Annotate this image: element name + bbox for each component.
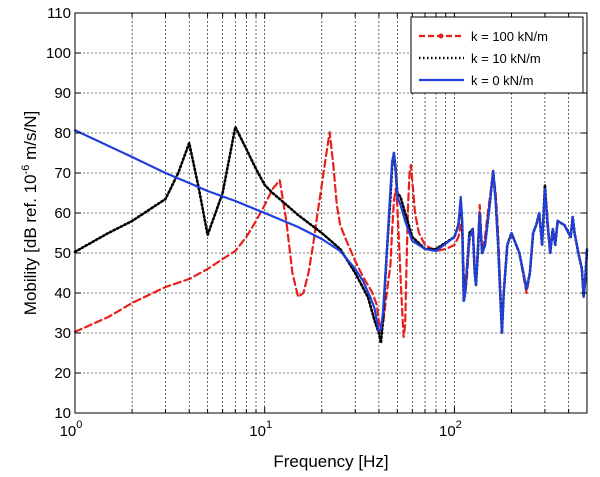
y-tick-label: 100 <box>46 45 71 62</box>
legend-label-k100: k = 100 kN/m <box>471 29 548 44</box>
y-tick-label: 20 <box>54 365 71 382</box>
y-tick-label: 50 <box>54 245 71 262</box>
y-tick-label: 90 <box>54 85 71 102</box>
series-line-2 <box>73 129 589 335</box>
y-tick-label: 70 <box>54 165 71 182</box>
x-axis-label: Frequency [Hz] <box>273 452 388 471</box>
y-tick-label: 30 <box>54 325 71 342</box>
y-tick-label: 10 <box>54 405 71 422</box>
legend: k = 100 kN/m k = 10 kN/m k = 0 kN/m <box>410 16 584 94</box>
y-axis-label: Mobility [dB ref. 10-6 m/s/N] <box>20 111 40 315</box>
data-series <box>73 125 589 345</box>
series-line-0 <box>73 131 589 339</box>
y-tick-label: 60 <box>54 205 71 222</box>
y-tick-label: 110 <box>47 5 71 22</box>
tick-marks <box>75 12 587 414</box>
tick-labels: 10 20 30 40 50 60 70 80 90 100 110 100 101 102 <box>46 5 462 440</box>
legend-marker-k100 <box>438 33 444 39</box>
y-tick-label: 40 <box>54 285 71 302</box>
x-tick-label: 102 <box>439 419 462 440</box>
legend-label-k10: k = 10 kN/m <box>471 51 541 66</box>
y-tick-label: 80 <box>54 125 71 142</box>
x-tick-label: 100 <box>60 419 83 440</box>
x-tick-label: 101 <box>249 419 272 440</box>
legend-label-k0: k = 0 kN/m <box>471 73 534 88</box>
